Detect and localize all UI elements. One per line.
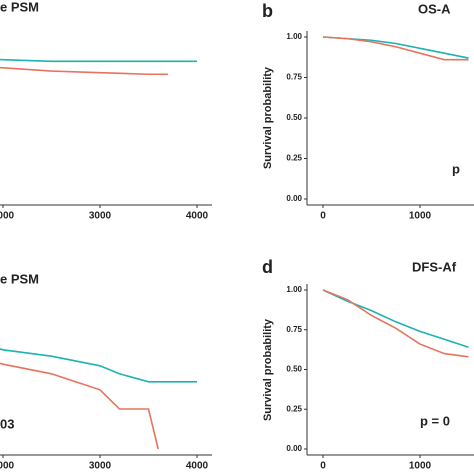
survival-curve [0,58,197,63]
panel-title: e PSM [0,0,39,14]
y-axis-label: Survival probability [262,66,274,169]
panel-title: e PSM [0,271,39,286]
x-tick-label: 0 [320,211,326,222]
p-value: p = 0 [420,413,450,428]
y-axis-label: Survival probability [262,318,274,421]
y-tick-label: 0.75 [286,73,302,82]
x-tick-label: 3000 [89,461,112,472]
x-tick-label: 0 [320,461,326,472]
x-tick-label: 1000 [409,211,432,222]
survival-curve [0,348,197,383]
y-tick-label: 0.75 [286,325,302,334]
x-tick-label: 3000 [89,211,112,222]
y-tick-label: 0.25 [286,154,302,163]
y-tick-label: 0.50 [286,365,302,374]
panel-label: d [262,257,273,277]
survival-curve [322,289,469,358]
y-tick-label: 1.00 [286,32,302,41]
survival-curve [322,289,469,349]
x-tick-label: 4000 [186,211,209,222]
survival-curve [322,36,469,61]
p-value: 03 [0,416,14,431]
y-tick-label: 0.25 [286,404,302,413]
x-tick-label: 2000 [0,211,15,222]
x-tick-label: 4000 [186,461,209,472]
y-tick-label: 1.00 [286,285,302,294]
x-tick-label: 1000 [409,461,432,472]
panel-title: DFS-Af [412,259,457,274]
y-tick-label: 0.50 [286,113,302,122]
panel-title: OS-A [418,1,451,16]
p-value: p [452,161,460,176]
panel-label: b [262,1,273,21]
survival-curve [0,66,168,76]
survival-curve [0,362,159,450]
y-tick-label: 0.00 [286,444,302,453]
x-tick-label: 2000 [0,461,15,472]
y-tick-label: 0.00 [286,194,302,203]
